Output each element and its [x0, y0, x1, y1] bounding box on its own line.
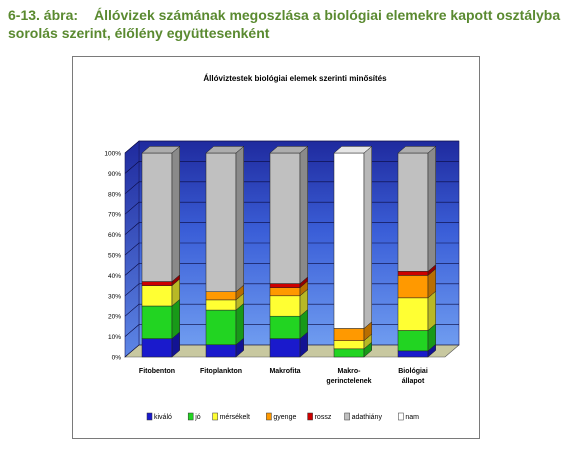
- bar-segment-gyenge: [397, 275, 429, 299]
- bar-segment-jó: [333, 348, 365, 358]
- legend-label: rossz: [315, 414, 332, 421]
- gridline: [124, 140, 459, 154]
- bar-segment-side: [235, 145, 244, 293]
- bar-segment-mérsékelt: [397, 297, 429, 331]
- bar-segment-gyenge: [269, 287, 301, 297]
- legend-label: kiváló: [154, 414, 172, 421]
- bar-segment-mérsékelt: [269, 295, 301, 317]
- chart-frame: Állóviztestek biológiai elemek szerinti …: [72, 56, 480, 439]
- y-tick-label: 50%: [108, 253, 121, 260]
- bar-segment-gyenge: [205, 291, 237, 301]
- y-tick-label: 40%: [108, 273, 121, 280]
- bar-segment-mérsékelt: [141, 285, 173, 307]
- bar-segment-side: [363, 145, 372, 329]
- bar-segment-jó: [205, 309, 237, 346]
- y-tick-label: 70%: [108, 212, 121, 219]
- legend-label: jó: [194, 414, 201, 421]
- y-tick-label: 0%: [112, 355, 122, 362]
- y-tick-label: 100%: [104, 151, 121, 158]
- bar-segment-adathiány: [205, 152, 237, 292]
- y-tick-label: 30%: [108, 293, 121, 300]
- bar-segment-rossz: [141, 281, 173, 286]
- bar-segment-side: [427, 145, 436, 272]
- bar-top: [141, 146, 181, 154]
- figure-number: 6-13. ábra:: [8, 7, 79, 23]
- bar-segment-rossz: [269, 283, 301, 288]
- y-tick-label: 90%: [108, 171, 121, 178]
- bar-segment-kiváló: [141, 338, 173, 358]
- bar-segment-adathiány: [397, 152, 429, 272]
- x-category-label: állapot: [402, 378, 425, 385]
- bar-segment-side: [171, 145, 180, 283]
- bar-segment-jó: [397, 330, 429, 352]
- bar-segment-gyenge: [333, 328, 365, 341]
- y-tick-label: 10%: [108, 334, 121, 341]
- bar-top: [397, 146, 437, 154]
- legend-swatch-nam: [398, 412, 404, 421]
- legend-swatch-adathiány: [344, 412, 350, 421]
- chart-title: Állóviztestek biológiai elemek szerinti …: [203, 74, 387, 83]
- bar-segment-jó: [269, 315, 301, 339]
- legend-swatch-mérsékelt: [212, 412, 218, 421]
- bar-top: [269, 146, 309, 154]
- legend-label: nam: [405, 414, 419, 421]
- legend-swatch-jó: [187, 412, 194, 421]
- legend-swatch-rossz: [307, 412, 313, 421]
- bar-segment-adathiány: [141, 152, 173, 282]
- x-category-label: Fitoplankton: [200, 368, 242, 375]
- legend-swatch-gyenge: [266, 412, 272, 421]
- x-category-label: Makrofita: [269, 368, 300, 375]
- bar-segment-kiváló: [397, 350, 429, 358]
- x-category-label: Makro-: [338, 368, 362, 375]
- figure-caption: 6-13. ábra: Állóvizek számának megoszlása…: [8, 6, 583, 42]
- bar-top: [205, 146, 245, 154]
- bar-segment-side: [299, 145, 308, 285]
- y-tick-label: 80%: [108, 191, 121, 198]
- bar-segment-mérsékelt: [333, 340, 365, 350]
- legend-label: adathiány: [352, 414, 383, 421]
- stacked-bar-chart: Állóviztestek biológiai elemek szerinti …: [104, 74, 460, 421]
- y-tick-label: 20%: [108, 314, 121, 321]
- x-category-label: Fitobenton: [139, 368, 175, 375]
- bar-segment-kiváló: [269, 338, 301, 358]
- bar-segment-mérsékelt: [205, 299, 237, 311]
- x-category-label: gerinctelenek: [326, 378, 371, 385]
- bar-segment-rossz: [397, 271, 429, 276]
- bar-segment-kiváló: [205, 344, 237, 358]
- x-category-label: Biológiai: [398, 368, 428, 375]
- bar-segment-adathiány: [269, 152, 301, 284]
- bar-segment-jó: [141, 305, 173, 339]
- bar-top: [333, 146, 373, 154]
- bar-segment-nam: [333, 152, 365, 329]
- figure-caption-text: Állóvizek számának megoszlása a biológia…: [8, 7, 561, 41]
- legend-label: gyenge: [273, 414, 296, 421]
- bar-segment-side: [235, 302, 244, 346]
- y-tick-label: 60%: [108, 232, 121, 239]
- legend-label: mérsékelt: [220, 414, 250, 421]
- legend-swatch-kiváló: [146, 412, 153, 421]
